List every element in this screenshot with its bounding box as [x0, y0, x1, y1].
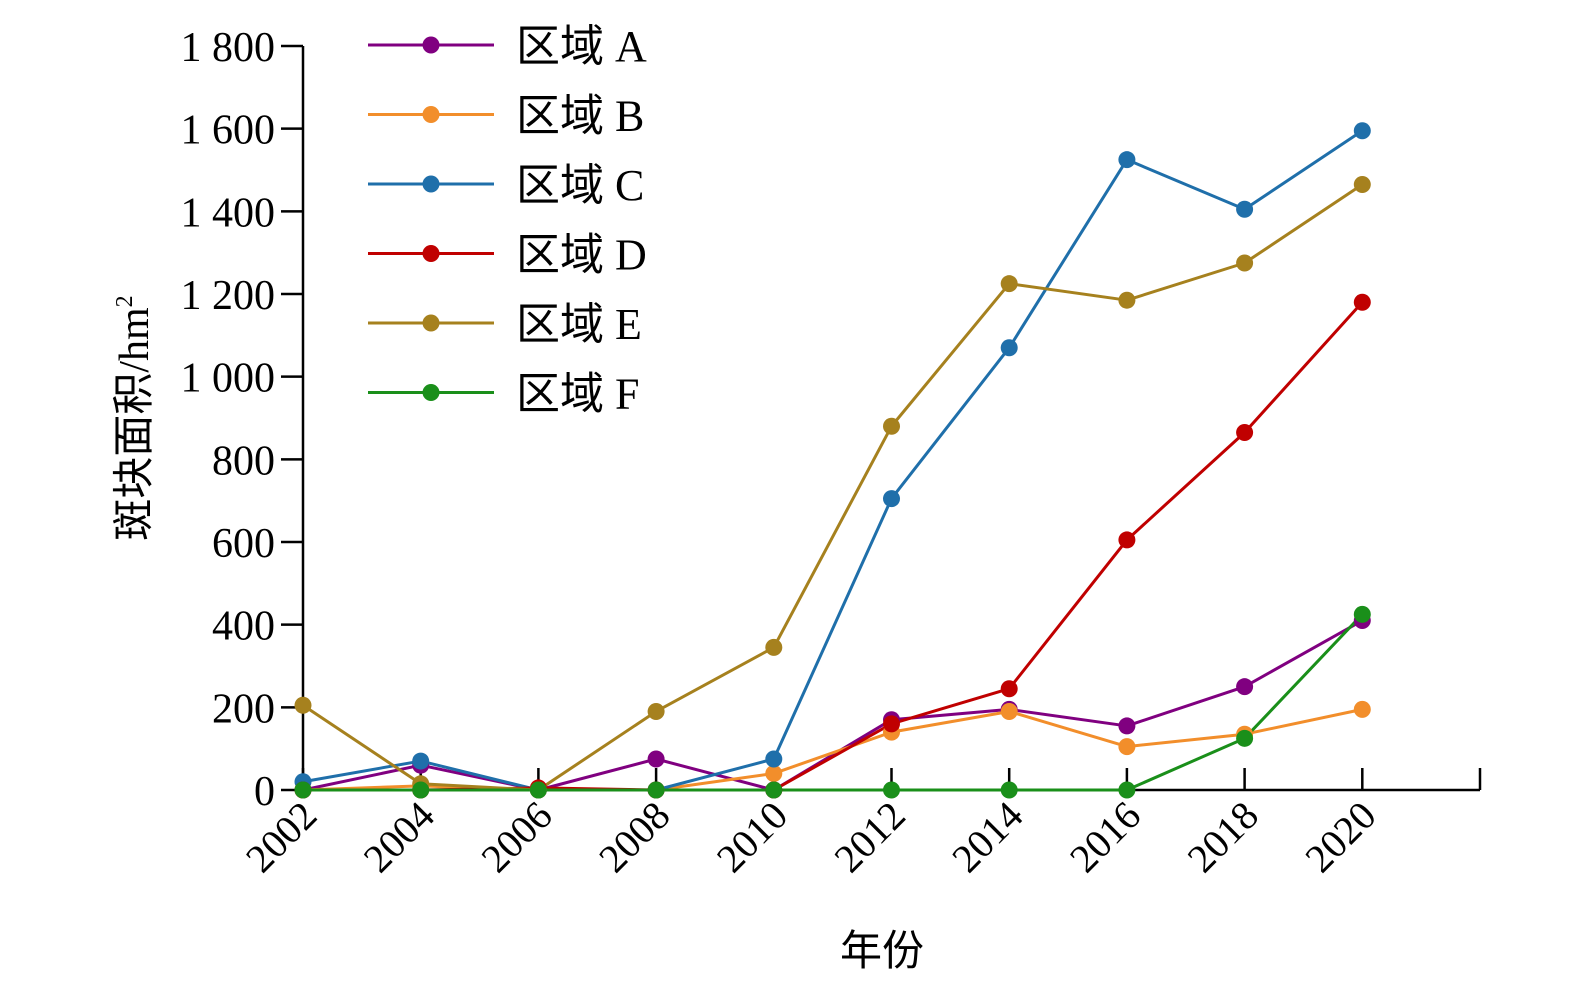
x-tick-label: 2006 — [472, 793, 560, 881]
series-line-1 — [302, 619, 1364, 792]
y-tick-label: 200 — [212, 686, 275, 732]
x-axis-title: 年份 — [840, 928, 924, 975]
data-point — [1118, 291, 1136, 309]
y-tick-label: 1 200 — [181, 273, 276, 319]
data-point — [765, 750, 783, 768]
data-point — [1118, 531, 1136, 549]
data-point — [765, 638, 783, 656]
legend-marker — [422, 106, 440, 123]
data-point — [1236, 729, 1254, 747]
data-point — [1353, 293, 1371, 311]
data-point — [1353, 175, 1371, 193]
series-line-4 — [303, 301, 1364, 792]
y-tick-label: 1 600 — [181, 108, 276, 154]
x-tick-label: 2016 — [1061, 793, 1149, 881]
legend-marker — [422, 384, 440, 401]
x-tick-label: 2018 — [1179, 793, 1267, 881]
y-tick-label: 1 400 — [181, 190, 276, 236]
legend-marker — [422, 36, 440, 54]
data-point — [1118, 738, 1136, 756]
data-point — [1236, 678, 1254, 696]
y-axis-title-superscript: 2 — [112, 295, 138, 307]
x-tick-label: 2020 — [1296, 793, 1384, 881]
data-point — [1000, 781, 1018, 799]
data-point — [647, 781, 665, 799]
series-points — [294, 122, 1371, 799]
series-line-2 — [302, 707, 1363, 792]
data-point — [1236, 254, 1254, 272]
x-tick-label: 2010 — [708, 793, 796, 881]
series-line-5 — [302, 183, 1364, 792]
data-point — [1236, 200, 1254, 218]
y-axis-title: 斑块面积/hm2 — [112, 295, 158, 540]
legend-marker — [422, 314, 440, 332]
y-tick-label: 600 — [212, 521, 275, 567]
data-point — [883, 715, 900, 733]
data-point — [765, 764, 783, 782]
data-point — [294, 696, 312, 714]
data-point — [1118, 151, 1136, 169]
x-tick-label: 2012 — [825, 793, 913, 881]
y-ticks: 0 200 400 600 800 1 000 1 200 1 400 1 600 1 800 — [181, 25, 303, 815]
data-point — [1118, 717, 1136, 735]
x-tick-label: 2004 — [355, 793, 443, 881]
y-tick-label: 0 — [254, 769, 275, 815]
legend-label: 区域 B — [516, 92, 644, 141]
series-line-3 — [302, 129, 1364, 792]
data-point — [529, 781, 547, 799]
data-point — [1236, 423, 1254, 441]
legend-label: 区域 A — [516, 22, 647, 71]
data-point — [1000, 339, 1018, 357]
legend-marker — [422, 175, 440, 193]
y-tick-label: 1 800 — [181, 25, 276, 71]
data-point — [883, 417, 900, 435]
series-lines — [302, 129, 1364, 792]
data-point — [647, 750, 665, 768]
y-tick-label: 1 000 — [181, 356, 276, 402]
legend-label: 区域 D — [516, 231, 647, 280]
data-point — [1353, 122, 1371, 140]
data-point — [883, 781, 900, 799]
data-point — [883, 490, 900, 508]
legend: 区域 A 区域 B 区域 C 区域 D 区域 E 区域 F — [368, 22, 647, 419]
x-tick-label: 2002 — [237, 793, 325, 881]
data-point — [412, 781, 430, 799]
data-point — [1000, 275, 1018, 293]
data-point — [765, 781, 783, 799]
y-tick-label: 400 — [212, 604, 275, 650]
data-point — [294, 781, 312, 799]
data-point — [1353, 700, 1371, 718]
legend-marker — [422, 245, 440, 262]
x-tick-label: 2014 — [943, 793, 1031, 881]
x-tick-label: 2008 — [590, 793, 678, 881]
data-point — [1000, 680, 1018, 698]
data-point — [1353, 605, 1371, 623]
legend-label: 区域 C — [516, 161, 644, 210]
data-point — [1118, 781, 1136, 799]
legend-label: 区域 F — [516, 370, 639, 419]
data-point — [412, 752, 430, 770]
data-point — [647, 702, 665, 720]
series-line-6 — [303, 613, 1364, 792]
data-point — [1000, 702, 1018, 720]
legend-label: 区域 E — [516, 300, 642, 349]
y-tick-label: 800 — [212, 438, 275, 484]
